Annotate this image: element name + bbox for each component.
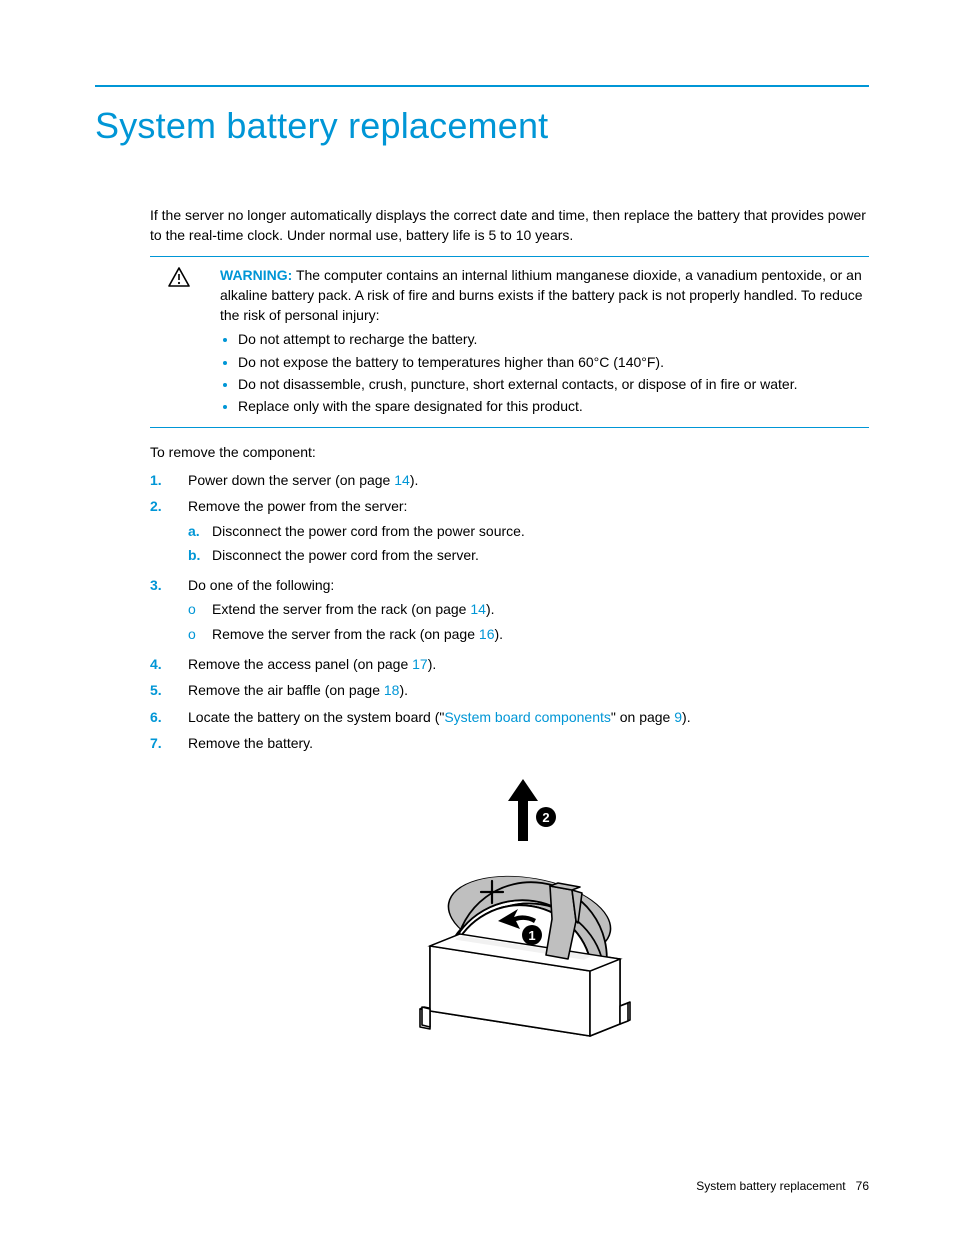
substeps: a. Disconnect the power cord from the po… — [188, 521, 525, 566]
step-2: 2. Remove the power from the server: a. … — [150, 496, 869, 569]
steps-list: 1. Power down the server (on page 14). 2… — [150, 470, 869, 753]
step-7: 7. Remove the battery. — [150, 733, 869, 753]
warning-body: The computer contains an internal lithiu… — [220, 267, 863, 324]
warning-bullet: Do not attempt to recharge the battery. — [238, 329, 865, 349]
sub-marker: b. — [188, 545, 212, 565]
step-text: Power down the server (on page 14). — [188, 470, 418, 490]
page-link[interactable]: 14 — [470, 601, 486, 617]
step-5: 5. Remove the air baffle (on page 18). — [150, 680, 869, 700]
step-number: 4. — [150, 654, 188, 674]
step-number: 1. — [150, 470, 188, 490]
body: If the server no longer automatically di… — [150, 205, 869, 1077]
step-number: 6. — [150, 707, 188, 727]
callout-1: 1 — [528, 928, 535, 943]
warning-text: WARNING: The computer contains an intern… — [220, 265, 865, 419]
link-system-board[interactable]: System board components — [444, 709, 611, 725]
step-number: 7. — [150, 733, 188, 753]
battery-figure: 1 2 — [150, 771, 869, 1076]
step-text: Remove the access panel (on page 17). — [188, 654, 436, 674]
step-text: Locate the battery on the system board (… — [188, 707, 691, 727]
step-1: 1. Power down the server (on page 14). — [150, 470, 869, 490]
footer: System battery replacement 76 — [696, 1179, 869, 1193]
warning-bullet: Do not disassemble, crush, puncture, sho… — [238, 374, 865, 394]
page-link[interactable]: 16 — [479, 626, 495, 642]
step-text: Remove the battery. — [188, 733, 313, 753]
step-number: 5. — [150, 680, 188, 700]
footer-text: System battery replacement — [696, 1179, 845, 1193]
page-title: System battery replacement — [95, 105, 869, 147]
substep-b: b. Disconnect the power cord from the se… — [188, 545, 525, 565]
substeps: o Extend the server from the rack (on pa… — [188, 599, 503, 644]
substep-a: a. Disconnect the power cord from the po… — [188, 521, 525, 541]
intro-paragraph: If the server no longer automatically di… — [150, 205, 869, 246]
substep-o1: o Extend the server from the rack (on pa… — [188, 599, 503, 619]
page-link[interactable]: 17 — [412, 656, 428, 672]
warning-icon — [168, 267, 190, 287]
remove-component-label: To remove the component: — [150, 442, 869, 462]
warning-bullets: Do not attempt to recharge the battery. … — [220, 329, 865, 416]
step-text: Remove the power from the server: a. Dis… — [188, 496, 525, 569]
step-4: 4. Remove the access panel (on page 17). — [150, 654, 869, 674]
footer-page: 76 — [856, 1179, 869, 1193]
page: System battery replacement If the server… — [0, 0, 954, 1235]
top-rule — [95, 85, 869, 87]
page-link[interactable]: 14 — [394, 472, 410, 488]
step-number: 2. — [150, 496, 188, 569]
substep-text: Disconnect the power cord from the serve… — [212, 545, 479, 565]
warning-bullet: Do not expose the battery to temperature… — [238, 352, 865, 372]
callout-2: 2 — [542, 810, 549, 825]
page-link[interactable]: 18 — [384, 682, 400, 698]
warning-icon-col — [150, 265, 220, 419]
substep-text: Disconnect the power cord from the power… — [212, 521, 525, 541]
step-text: Do one of the following: o Extend the se… — [188, 575, 503, 648]
step-text: Remove the air baffle (on page 18). — [188, 680, 408, 700]
sub-marker: a. — [188, 521, 212, 541]
warning-label: WARNING: — [220, 267, 292, 283]
page-link[interactable]: 9 — [674, 709, 682, 725]
step-number: 3. — [150, 575, 188, 648]
substep-text: Extend the server from the rack (on page… — [212, 599, 495, 619]
sub-marker: o — [188, 624, 212, 644]
substep-text: Remove the server from the rack (on page… — [212, 624, 503, 644]
step-6: 6. Locate the battery on the system boar… — [150, 707, 869, 727]
step-3: 3. Do one of the following: o Extend the… — [150, 575, 869, 648]
battery-illustration: 1 2 — [360, 771, 660, 1071]
substep-o2: o Remove the server from the rack (on pa… — [188, 624, 503, 644]
sub-marker: o — [188, 599, 212, 619]
warning-box: WARNING: The computer contains an intern… — [150, 256, 869, 428]
warning-bullet: Replace only with the spare designated f… — [238, 396, 865, 416]
